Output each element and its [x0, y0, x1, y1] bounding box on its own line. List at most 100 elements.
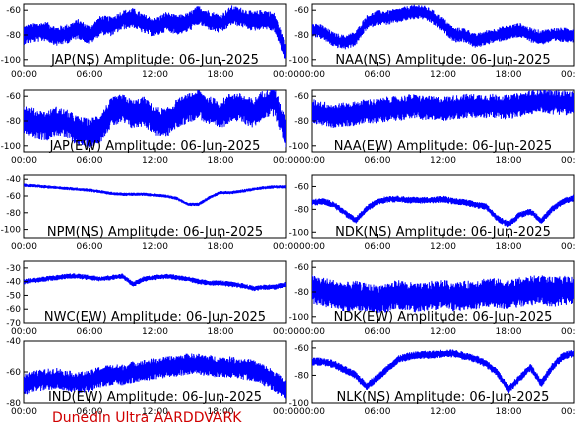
y-tick-label: -100 — [289, 399, 310, 409]
y-tick-label: -80 — [294, 288, 309, 298]
x-tick-label: 00:00 — [561, 407, 576, 417]
y-tick-label: -100 — [289, 56, 310, 66]
y-tick-label: -60 — [6, 192, 21, 202]
y-tick-label: -60 — [6, 305, 21, 315]
x-tick-label: 00:00 — [11, 407, 37, 417]
panel-4: 00:00 06:00 12:00 18:00 00:00 -60 -80 -100 NAA(E… — [289, 89, 576, 166]
x-tick-label: 00:00 — [299, 407, 325, 417]
y-tick-label: -100 — [289, 142, 310, 152]
panel-title: JAP(NS) Amplitude: 06-Jun-2025 — [50, 53, 259, 68]
x-tick-label: 12:00 — [142, 407, 168, 417]
x-tick-label: 18:00 — [208, 156, 234, 166]
x-tick-label: 06:00 — [365, 407, 391, 417]
panel-title: JAP(EW) Amplitude: 06-Jun-2025 — [49, 139, 261, 154]
y-tick-label: -60 — [6, 92, 21, 102]
x-tick-label: 18:00 — [496, 156, 522, 166]
y-tick-label: -60 — [6, 6, 21, 16]
x-tick-label: 06:00 — [77, 407, 103, 417]
x-tick-label: 00:00 — [561, 327, 576, 337]
y-tick-label: -80 — [294, 205, 309, 215]
x-tick-label: 00:00 — [561, 242, 576, 252]
y-tick-label: -40 — [6, 337, 21, 347]
x-tick-label: 06:00 — [365, 242, 391, 252]
y-tick-label: -80 — [6, 117, 21, 127]
y-tick-label: -40 — [6, 278, 21, 288]
footer-label: Dunedin Ultra AARDDVARK — [52, 410, 242, 426]
x-tick-label: 00:00 — [273, 70, 299, 80]
y-tick-label: -100 — [1, 56, 22, 66]
panel-7: 00:00 06:00 12:00 18:00 00:00 -30 -40 -50 -60 -70… — [6, 260, 299, 337]
signal-trace — [312, 274, 574, 315]
y-tick-label: -50 — [6, 291, 21, 301]
y-tick-label: -60 — [294, 6, 309, 16]
x-tick-label: 12:00 — [430, 156, 456, 166]
y-tick-label: -80 — [6, 209, 21, 219]
signal-trace — [24, 353, 286, 399]
panel-title: NAA(NS) Amplitude: 06-Jun-2025 — [335, 53, 550, 68]
x-tick-label: 06:00 — [77, 242, 103, 252]
x-tick-label: 06:00 — [365, 327, 391, 337]
x-tick-label: 06:00 — [77, 156, 103, 166]
x-tick-label: 00:00 — [11, 70, 37, 80]
x-tick-label: 18:00 — [496, 70, 522, 80]
x-tick-label: 00:00 — [299, 327, 325, 337]
y-tick-label: -100 — [1, 226, 22, 236]
x-tick-label: 18:00 — [208, 407, 234, 417]
x-tick-label: 06:00 — [365, 70, 391, 80]
y-tick-label: -80 — [294, 117, 309, 127]
signal-trace — [312, 90, 574, 129]
y-tick-label: -60 — [294, 182, 309, 192]
signal-trace — [24, 183, 286, 207]
y-tick-label: -70 — [6, 319, 21, 329]
y-tick-label: -80 — [294, 31, 309, 41]
panel-8: 00:00 06:00 12:00 18:00 00:00 -60 -80 -100 NDK(E… — [289, 260, 576, 337]
x-tick-label: 12:00 — [430, 70, 456, 80]
y-tick-label: -80 — [6, 399, 21, 409]
x-tick-label: 12:00 — [142, 327, 168, 337]
x-tick-label: 06:00 — [77, 70, 103, 80]
panel-title: NPM(NS) Amplitude: 06-Jun-2025 — [47, 225, 263, 240]
panel-5: 00:00 06:00 12:00 18:00 00:00 -40 -60 -80 -100 NP… — [1, 174, 299, 252]
x-tick-label: 00:00 — [11, 242, 37, 252]
x-tick-label: 18:00 — [208, 242, 234, 252]
y-tick-label: -60 — [294, 263, 309, 273]
y-tick-label: -80 — [294, 371, 309, 381]
x-tick-label: 00:00 — [561, 156, 576, 166]
panel-title: NLK(NS) Amplitude: 06-Jun-2025 — [337, 390, 550, 405]
x-tick-label: 00:00 — [273, 327, 299, 337]
panel-9: 00:00 06:00 12:00 18:00 00:00 -40 -60 -80 IND(EW… — [6, 337, 299, 417]
x-tick-label: 00:00 — [299, 156, 325, 166]
x-tick-label: 18:00 — [208, 70, 234, 80]
y-tick-label: -30 — [6, 264, 21, 274]
panel-title: NWC(EW) Amplitude: 06-Jun-2025 — [44, 310, 266, 325]
x-tick-label: 00:00 — [11, 156, 37, 166]
x-tick-label: 12:00 — [430, 242, 456, 252]
x-tick-label: 00:00 — [561, 70, 576, 80]
y-tick-label: -60 — [6, 368, 21, 378]
x-tick-label: 18:00 — [208, 327, 234, 337]
panel-10: 00:00 06:00 12:00 18:00 00:00 -60 -80 -100 NLK(N… — [289, 340, 576, 417]
panel-title: NAA(EW) Amplitude: 06-Jun-2025 — [334, 139, 552, 154]
panel-title: NDK(EW) Amplitude: 06-Jun-2025 — [334, 310, 553, 325]
y-tick-label: -40 — [6, 175, 21, 185]
x-tick-label: 18:00 — [496, 327, 522, 337]
x-tick-label: 12:00 — [142, 242, 168, 252]
panel-title: IND(EW) Amplitude: 06-Jun-2025 — [48, 390, 262, 405]
x-tick-label: 00:00 — [273, 242, 299, 252]
y-tick-label: -60 — [294, 344, 309, 354]
signal-trace — [312, 349, 574, 394]
x-tick-label: 12:00 — [430, 407, 456, 417]
panel-6: 00:00 06:00 12:00 18:00 00:00 -60 -80 -100 NDK(N… — [289, 174, 576, 252]
y-tick-label: -100 — [289, 228, 310, 238]
x-tick-label: 18:00 — [496, 242, 522, 252]
x-tick-label: 06:00 — [77, 327, 103, 337]
x-tick-label: 12:00 — [142, 70, 168, 80]
signal-trace — [312, 194, 574, 228]
x-tick-label: 00:00 — [11, 327, 37, 337]
x-tick-label: 00:00 — [299, 70, 325, 80]
signal-trace — [312, 4, 574, 50]
panel-title: NDK(NS) Amplitude: 06-Jun-2025 — [335, 225, 551, 240]
x-tick-label: 00:00 — [273, 407, 299, 417]
